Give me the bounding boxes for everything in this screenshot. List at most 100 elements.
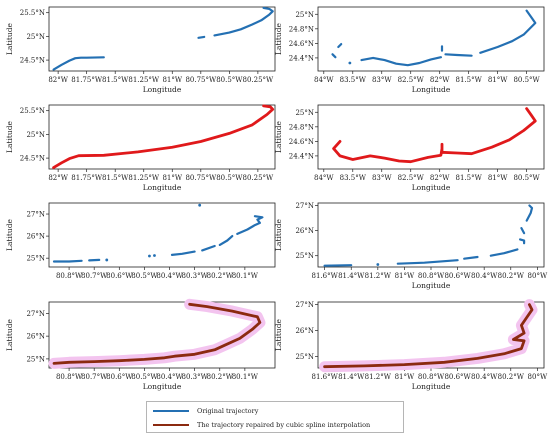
x-tick-label: 81.6°W (312, 272, 339, 280)
x-tick-label: 81.5°W (102, 174, 129, 182)
y-tick-label: 25°N (295, 109, 314, 117)
x-tick-label: 83.5°W (340, 174, 367, 182)
trajectory-line (463, 255, 479, 260)
x-tick-label: 80.2°W (498, 373, 525, 381)
x-tick-label: 80.3°W (182, 272, 209, 280)
y-tick-label: 26°N (26, 333, 45, 341)
trajectory-point (148, 254, 151, 258)
x-tick-label: 80.75°W (185, 174, 217, 182)
y-tick-label: 24.4°N (289, 152, 314, 160)
x-tick-label: 80.25°W (243, 76, 275, 84)
x-tick-label: 80.5°W (131, 373, 158, 381)
plot-frame (48, 104, 276, 170)
y-tick-label: 27°N (295, 202, 314, 210)
x-axis-label: Longitude (412, 183, 451, 192)
x-tick-label: 80.6°W (106, 373, 133, 381)
x-tick-label: 83.5°W (340, 76, 367, 84)
x-axis-label: Longitude (143, 85, 182, 94)
trajectory-line (337, 42, 343, 49)
x-tick-label: 80.8°W (418, 272, 445, 280)
legend-swatch-original (153, 410, 189, 412)
y-tick-label: 27°N (295, 301, 314, 309)
plot-frame (48, 301, 276, 369)
x-tick-label: 82°W (48, 76, 68, 84)
y-tick-label: 24.5°N (20, 155, 45, 163)
trajectory-line (52, 56, 105, 71)
x-tick-label: 80.75°W (185, 76, 217, 84)
x-tick-label: 80.7°W (81, 272, 108, 280)
y-axis-label: Latitude (5, 318, 14, 351)
plot-frame (317, 104, 545, 170)
x-tick-label: 80.5°W (513, 76, 540, 84)
x-tick-label: 80.5°W (131, 272, 158, 280)
x-tick-label: 81.4°W (338, 373, 365, 381)
x-tick-label: 80.2°W (498, 272, 525, 280)
x-tick-label: 81.5°W (456, 174, 483, 182)
x-tick-label: 80.5°W (216, 174, 243, 182)
trajectory-point (376, 263, 380, 266)
legend-label-repaired: The trajectory repaired by cubic spline … (197, 421, 371, 429)
trajectory-line (323, 264, 353, 267)
x-tick-label: 80.6°W (444, 373, 471, 381)
trajectory-line (323, 303, 534, 369)
panel-p7: 80.8°W80.7°W80.6°W80.5°W80.4°W80.3°W80.2… (5, 298, 276, 391)
x-tick-label: 81°W (488, 76, 508, 84)
trajectory-line (52, 259, 83, 263)
trajectory-line (518, 238, 526, 245)
panel-p2: 84°W 83.5°W 83°W 82.5°W 82°W 81.5°W 81°W 80.5°W… (274, 6, 545, 94)
x-axis-label: Longitude (412, 382, 451, 391)
x-tick-label: 80.4°W (471, 272, 498, 280)
trajectory-point (348, 61, 352, 65)
x-axis-label: Longitude (412, 281, 451, 290)
plot-frame (317, 6, 545, 72)
x-tick-label: 81.2°W (365, 272, 392, 280)
x-tick-label: 80.6°W (106, 272, 133, 280)
x-tick-label: 80.3°W (182, 373, 209, 381)
trajectory-line (489, 248, 519, 257)
y-tick-label: 25.5°N (20, 107, 45, 115)
x-tick-label: 84°W (314, 174, 334, 182)
trajectory-line (444, 53, 473, 57)
x-tick-label: 81.4°W (338, 272, 365, 280)
trajectory-point (153, 254, 156, 257)
x-tick-label: 84°W (314, 76, 334, 84)
legend-item-repaired: The trajectory repaired by cubic spline … (153, 418, 370, 432)
x-tick-label: 80.4°W (156, 373, 183, 381)
x-tick-label: 82.5°W (398, 76, 425, 84)
x-tick-label: 81.5°W (456, 76, 483, 84)
x-tick-label: 80°W (528, 272, 548, 280)
x-tick-label: 80.6°W (444, 272, 471, 280)
y-tick-label: 24.6°N (289, 138, 314, 146)
y-tick-label: 25°N (295, 353, 314, 361)
y-tick-label: 24.5°N (20, 57, 45, 65)
legend-item-original: Original trajectory (153, 404, 258, 418)
legend-swatch-repaired (153, 424, 189, 426)
trajectory-line (52, 302, 262, 365)
y-tick-label: 25°N (295, 252, 314, 260)
x-tick-label: 80.2°W (207, 373, 234, 381)
panel-p4: 84°W 83.5°W 83°W 82.5°W 82°W 81.5°W 81°W 80.5°W… (274, 104, 545, 192)
x-tick-label: 81.75°W (71, 76, 103, 84)
panel-p3: 82°W 81.75°W 81.5°W 81.25°W 81°W 80.75°W 80.5°… (5, 104, 276, 192)
y-tick-label: 24.6°N (289, 40, 314, 48)
panel-p6: 81.6°W 81.4°W 81.2°W 81°W 80.8°W 80.6°W 80.4°W… (274, 202, 548, 290)
x-tick-label: 82°W (430, 76, 450, 84)
legend: Original trajectory The trajectory repai… (146, 401, 404, 433)
y-tick-label: 25°N (26, 355, 45, 363)
y-tick-label: 24.8°N (289, 25, 314, 33)
x-tick-label: 80°W (528, 373, 548, 381)
x-tick-label: 81°W (395, 373, 415, 381)
x-tick-label: 80.4°W (471, 373, 498, 381)
x-tick-label: 80.8°W (418, 373, 445, 381)
y-tick-label: 27°N (26, 310, 45, 318)
trajectory-line (170, 250, 196, 256)
y-axis-label: Latitude (274, 120, 283, 153)
y-axis-label: Latitude (5, 120, 14, 153)
x-tick-label: 83°W (372, 76, 392, 84)
x-tick-label: 81°W (162, 174, 182, 182)
trajectory-line (88, 258, 101, 262)
x-tick-label: 80.5°W (513, 174, 540, 182)
plot-frame (48, 6, 276, 72)
x-tick-label: 81°W (162, 76, 182, 84)
x-tick-label: 80.8°W (56, 373, 83, 381)
